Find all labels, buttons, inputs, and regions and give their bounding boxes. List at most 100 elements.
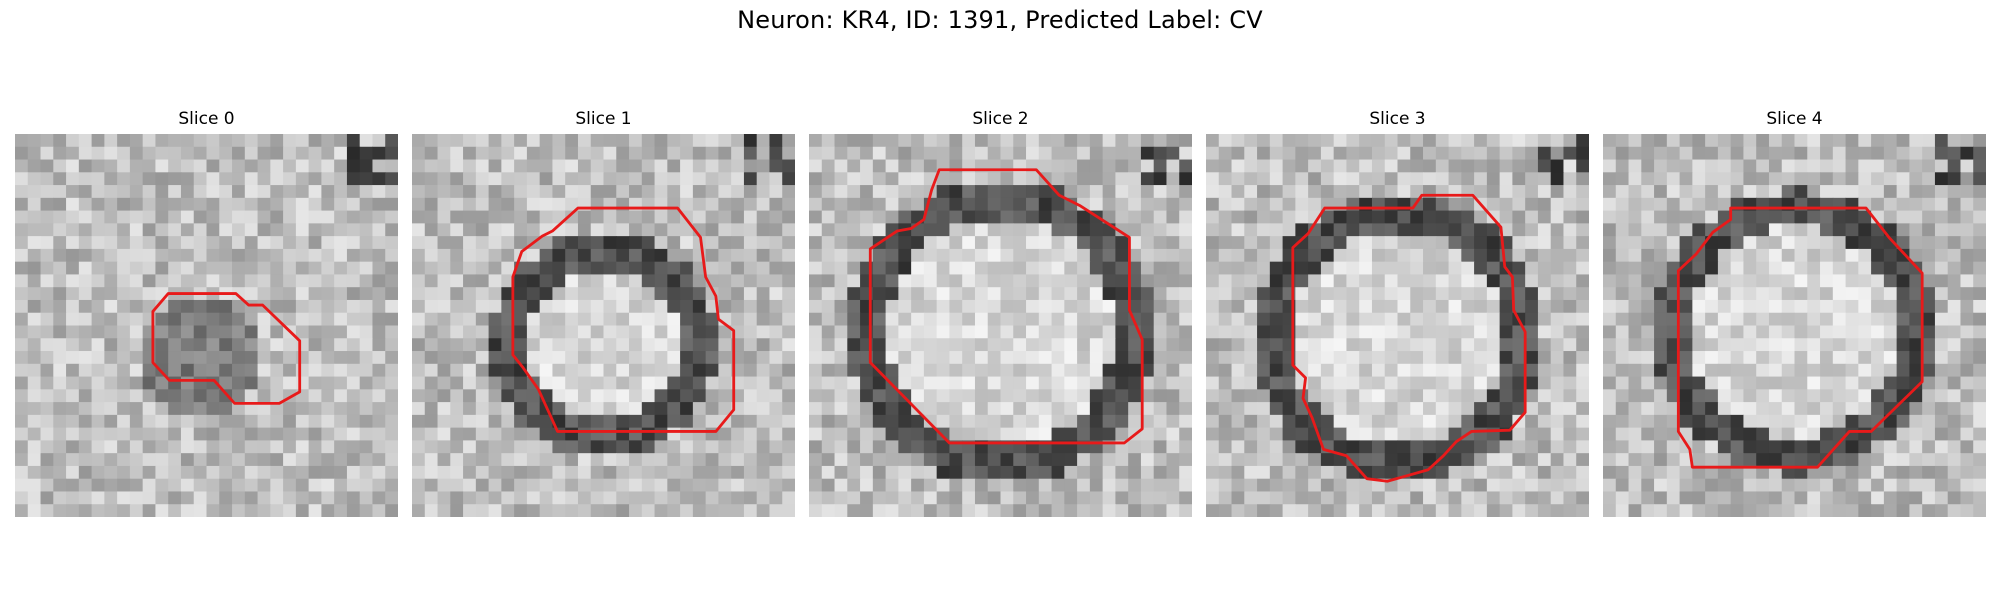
pixel	[1179, 491, 1192, 505]
pixel	[180, 363, 195, 378]
pixel	[155, 223, 169, 237]
pixel	[1384, 261, 1399, 275]
pixel	[898, 312, 912, 327]
pixel	[962, 274, 976, 288]
pixel	[372, 427, 386, 441]
pixel	[475, 376, 490, 390]
pixel	[1717, 402, 1732, 416]
pixel	[1102, 146, 1116, 161]
pixel	[1896, 299, 1910, 314]
pixel	[1563, 427, 1577, 441]
pixel	[1858, 491, 1872, 505]
pixel	[987, 363, 1002, 378]
pixel	[412, 274, 426, 288]
pixel	[463, 248, 477, 263]
pixel	[911, 274, 925, 288]
pixel	[1359, 274, 1373, 288]
pixel	[232, 185, 246, 199]
pixel	[501, 440, 515, 454]
pixel	[552, 363, 566, 378]
pixel	[526, 325, 541, 339]
pixel	[1140, 185, 1155, 199]
pixel	[1089, 185, 1104, 199]
pixel	[295, 402, 310, 416]
pixel	[1563, 504, 1577, 517]
pixel	[1231, 261, 1245, 275]
pixel	[1794, 478, 1808, 492]
pixel	[1013, 389, 1027, 403]
pixel	[590, 478, 605, 492]
pixel	[40, 210, 54, 224]
pixel	[974, 274, 989, 288]
pixel	[1832, 338, 1847, 352]
pixel	[1089, 299, 1104, 314]
pixel	[809, 261, 823, 275]
pixel	[1089, 223, 1104, 237]
pixel	[949, 248, 963, 263]
pixel	[142, 427, 156, 441]
pixel	[1448, 338, 1462, 352]
pixel	[821, 287, 836, 301]
pixel	[1537, 414, 1552, 429]
pixel	[1563, 172, 1577, 186]
pixel	[1947, 248, 1961, 263]
pixel	[654, 402, 668, 416]
pixel	[40, 223, 54, 237]
pixel	[1641, 491, 1655, 505]
pixel	[66, 223, 80, 237]
pixel	[1947, 287, 1961, 301]
pixel	[590, 159, 605, 173]
pixel	[308, 287, 322, 301]
pixel	[1346, 185, 1360, 199]
pixel	[412, 312, 426, 327]
pixel	[257, 363, 271, 378]
pixel	[616, 389, 630, 403]
pixel	[193, 274, 208, 288]
pixel	[1512, 427, 1526, 441]
pixel	[962, 376, 976, 390]
pixel	[1781, 325, 1796, 339]
pixel	[1026, 453, 1040, 467]
pixel	[1615, 159, 1630, 173]
pixel	[1128, 210, 1142, 224]
pixel	[654, 172, 668, 186]
pixel	[1486, 172, 1501, 186]
pixel	[911, 159, 925, 173]
pixel	[334, 338, 348, 352]
pixel	[1563, 478, 1577, 492]
pixel	[1089, 248, 1104, 263]
pixel	[1883, 248, 1898, 263]
pixel	[949, 465, 963, 480]
pixel	[667, 504, 681, 517]
pixel	[782, 299, 795, 314]
pixel	[949, 312, 963, 327]
pixel	[219, 274, 233, 288]
pixel	[1705, 172, 1719, 186]
pixel	[1397, 440, 1411, 454]
pixel	[1486, 402, 1501, 416]
pixel	[667, 427, 681, 441]
pixel	[782, 172, 795, 186]
pixel	[244, 338, 259, 352]
pixel	[1756, 402, 1770, 416]
pixel	[1089, 402, 1104, 416]
pixel	[743, 351, 758, 365]
pixel	[1692, 414, 1706, 429]
pixel	[1615, 414, 1630, 429]
pixel	[27, 223, 42, 237]
pixel	[1115, 465, 1129, 480]
pixel	[180, 465, 195, 480]
pixel	[1397, 210, 1411, 224]
pixel	[1089, 146, 1104, 161]
pixel	[834, 134, 848, 148]
pixel	[244, 185, 259, 199]
pixel	[1166, 402, 1180, 416]
pixel	[1794, 440, 1808, 454]
pixel	[1845, 414, 1859, 429]
pixel	[1537, 248, 1552, 263]
pixel	[1550, 312, 1564, 327]
pixel	[1038, 402, 1053, 416]
pixel	[1883, 389, 1898, 403]
pixel	[1883, 172, 1898, 186]
pixel	[437, 210, 451, 224]
